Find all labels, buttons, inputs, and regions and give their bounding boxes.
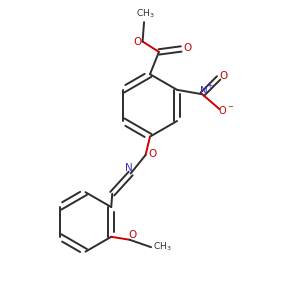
Text: O: O [148,148,156,159]
Text: CH$_3$: CH$_3$ [153,241,172,253]
Text: +: + [206,81,213,90]
Text: O: O [134,37,142,46]
Text: O: O [128,230,136,240]
Text: O: O [184,44,192,53]
Text: N: N [200,86,208,96]
Text: N: N [125,164,133,173]
Text: O: O [220,71,228,81]
Text: CH$_3$: CH$_3$ [136,8,155,20]
Text: O$^-$: O$^-$ [218,104,234,116]
